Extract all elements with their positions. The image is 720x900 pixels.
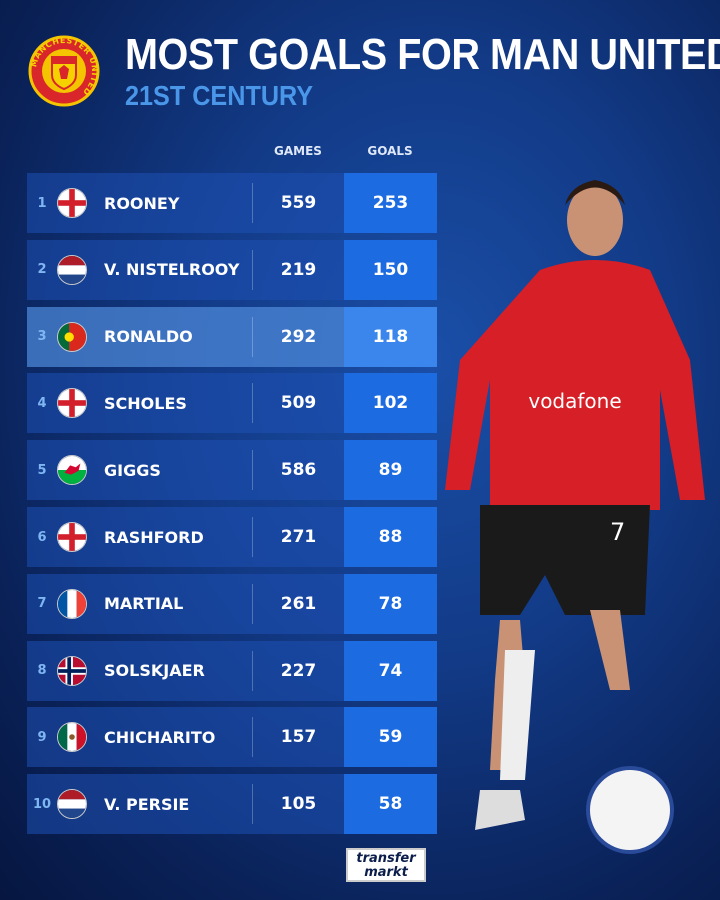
games-value: 271 xyxy=(252,517,344,557)
games-value: 509 xyxy=(252,383,344,424)
rank: 1 xyxy=(37,195,47,211)
rank: 4 xyxy=(37,395,47,411)
games-value: 219 xyxy=(252,249,344,290)
table-row: 9 CHICHARITO 157 59 xyxy=(27,707,437,768)
goals-value: 58 xyxy=(344,774,437,835)
wales-flag-icon xyxy=(57,455,87,486)
goals-value: 78 xyxy=(344,573,437,634)
goals-value: 74 xyxy=(344,640,437,701)
table-row: 1 ROONEY 559 253 xyxy=(27,173,437,233)
player-name: SOLSKJAER xyxy=(104,661,205,681)
page-title: MOST GOALS FOR MAN UNITED xyxy=(125,30,720,79)
games-value: 227 xyxy=(252,650,344,691)
transfermarkt-logo: transfer markt xyxy=(346,848,426,882)
player-name: RASHFORD xyxy=(104,527,204,547)
goals-value: 253 xyxy=(344,173,437,233)
player-name: CHICHARITO xyxy=(104,727,216,747)
manchester-united-crest: MANCHESTER UNITED xyxy=(28,35,100,107)
mexico-flag-icon xyxy=(57,722,87,753)
goals-value: 150 xyxy=(344,239,437,300)
player-name: SCHOLES xyxy=(104,393,187,413)
table-row: 6 RASHFORD 271 88 xyxy=(27,507,437,567)
games-value: 559 xyxy=(252,183,344,223)
games-value: 586 xyxy=(252,450,344,491)
goals-value: 88 xyxy=(344,507,437,567)
player-name: V. PERSIE xyxy=(104,794,190,814)
goals-column-header: GOALS xyxy=(367,144,413,158)
table-row: 5 GIGGS 586 89 xyxy=(27,440,437,501)
player-name: GIGGS xyxy=(104,460,161,480)
england-flag-icon xyxy=(57,522,87,552)
games-column-header: GAMES xyxy=(274,144,322,158)
rank: 7 xyxy=(37,596,47,612)
goals-value: 59 xyxy=(344,707,437,768)
table-row: 7 MARTIAL 261 78 xyxy=(27,573,437,634)
rank: 3 xyxy=(37,329,47,345)
sponsor-text: vodafone xyxy=(528,389,621,413)
netherlands-flag-icon xyxy=(57,789,87,820)
goals-value: 102 xyxy=(344,373,437,434)
games-value: 292 xyxy=(252,316,344,357)
player-photo: vodafone 7 xyxy=(445,180,705,854)
goals-value: 89 xyxy=(344,440,437,501)
portugal-flag-icon xyxy=(57,321,87,352)
england-flag-icon xyxy=(57,188,87,218)
games-value: 261 xyxy=(252,583,344,624)
page-subtitle: 21ST CENTURY xyxy=(125,80,314,111)
france-flag-icon xyxy=(57,588,87,619)
table-row: 4 SCHOLES 509 102 xyxy=(27,373,437,434)
goals-value: 118 xyxy=(344,306,437,367)
rank: 6 xyxy=(37,529,47,545)
games-value: 105 xyxy=(252,784,344,825)
rank: 8 xyxy=(37,663,47,679)
player-name: RONALDO xyxy=(104,327,193,347)
games-value: 157 xyxy=(252,717,344,758)
player-name: MARTIAL xyxy=(104,594,184,614)
table-row: 2 V. NISTELROOY 219 150 xyxy=(27,239,437,300)
england-flag-icon xyxy=(57,388,87,419)
logo-line-2: markt xyxy=(364,865,408,880)
table-row: 10 V. PERSIE 105 58 xyxy=(27,774,437,835)
shirt-number: 7 xyxy=(610,518,625,546)
rank: 2 xyxy=(37,262,47,278)
table-row: 8 SOLSKJAER 227 74 xyxy=(27,640,437,701)
rank: 10 xyxy=(32,796,52,812)
logo-line-1: transfer xyxy=(356,851,416,866)
rank: 5 xyxy=(37,462,47,478)
rank: 9 xyxy=(37,729,47,745)
player-name: V. NISTELROOY xyxy=(104,260,240,280)
player-name: ROONEY xyxy=(104,193,180,213)
norway-flag-icon xyxy=(57,655,87,686)
netherlands-flag-icon xyxy=(57,254,87,285)
table-row: 3 RONALDO 292 118 xyxy=(27,306,437,367)
